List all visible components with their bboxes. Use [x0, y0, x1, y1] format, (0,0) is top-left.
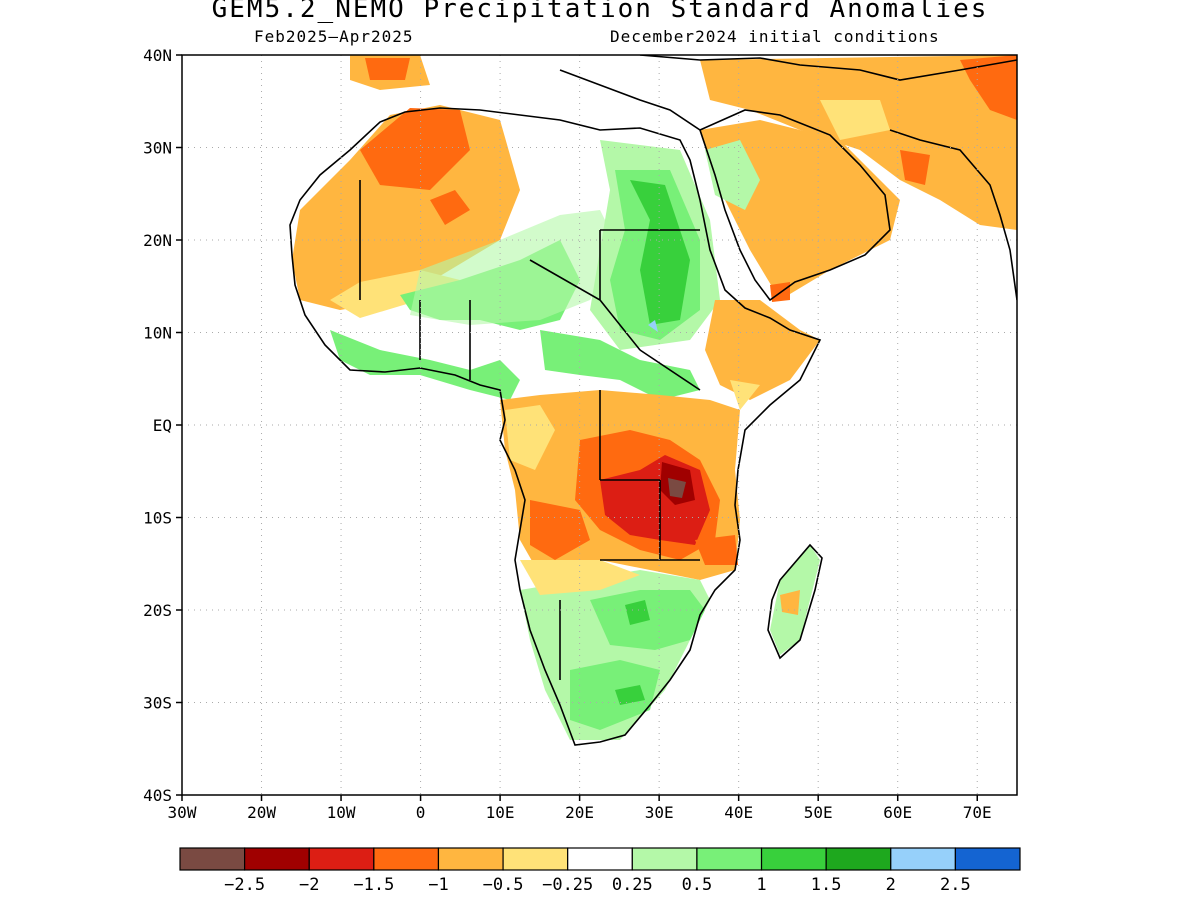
- colorbar-swatch: [631, 847, 698, 871]
- colorbar-swatch: [244, 847, 310, 871]
- colorbar-swatch: [179, 847, 246, 871]
- lat-tick-label: 40N: [143, 46, 172, 65]
- colorbar-swatch: [567, 847, 633, 871]
- colorbar-label: −2: [299, 875, 319, 895]
- colorbar-label: −0.25: [542, 875, 593, 895]
- colorbar-swatch: [308, 847, 375, 871]
- lon-tick-label: 0: [416, 803, 426, 822]
- colorbar-swatch: [760, 847, 827, 871]
- lon-tick-label: 10E: [486, 803, 515, 822]
- lon-tick-label: 50E: [804, 803, 833, 822]
- colorbar-label: −2.5: [224, 875, 265, 895]
- colorbar-label: 2.5: [940, 875, 971, 895]
- colorbar-label: −1: [428, 875, 448, 895]
- initial-conditions: December2024 initial conditions: [610, 27, 940, 46]
- colorbar-label: −1.5: [353, 875, 394, 895]
- lat-tick-label: 30S: [143, 694, 172, 713]
- lat-tick-label: 20N: [143, 231, 172, 250]
- lon-tick-label: 30E: [645, 803, 674, 822]
- colorbar-swatch: [502, 847, 569, 871]
- lon-tick-label: 70E: [963, 803, 992, 822]
- lat-tick-label: 20S: [143, 601, 172, 620]
- colorbar-label: 0.5: [682, 875, 713, 895]
- colorbar-swatch: [696, 847, 763, 871]
- colorbar-label: −0.5: [483, 875, 524, 895]
- lat-tick-label: 10N: [143, 324, 172, 343]
- lon-tick-label: 30W: [168, 803, 197, 822]
- lon-tick-label: 10W: [327, 803, 356, 822]
- colorbar-swatch: [373, 847, 440, 871]
- colorbar-swatch: [954, 847, 1021, 871]
- colorbar-label: 1.5: [811, 875, 842, 895]
- colorbar-label: 2: [886, 875, 896, 895]
- chart-title: GEM5.2_NEMO Precipitation Standard Anoma…: [211, 0, 989, 24]
- longitude-axis: 30W 20W 10W 0 10E 20E 30E 40E 50E 60E 70E: [168, 795, 992, 822]
- lat-tick-label: EQ: [153, 416, 172, 435]
- lon-tick-label: 60E: [883, 803, 912, 822]
- lon-tick-label: 20W: [247, 803, 276, 822]
- lat-tick-label: 40S: [143, 786, 172, 805]
- colorbar-label: 0.25: [612, 875, 653, 895]
- colorbar-swatch: [825, 847, 892, 871]
- colorbar-swatch: [890, 847, 956, 871]
- lat-tick-label: 10S: [143, 509, 172, 528]
- colorbar-swatch: [437, 847, 504, 871]
- forecast-period: Feb2025–Apr2025: [254, 27, 414, 46]
- lon-tick-label: 20E: [565, 803, 594, 822]
- anomaly-fields: [290, 55, 1017, 745]
- lat-tick-label: 30N: [143, 139, 172, 158]
- colorbar-label: 1: [756, 875, 766, 895]
- latitude-axis: 40N 30N 20N 10N EQ 10S 20S 30S 40S: [143, 46, 182, 805]
- colorbar: −2.5 −2 −1.5 −1 −0.5 −0.25 0.25 0.5 1 1.5 2 2.5: [179, 847, 1021, 895]
- lon-tick-label: 40E: [724, 803, 753, 822]
- coastlines: [289, 55, 1017, 746]
